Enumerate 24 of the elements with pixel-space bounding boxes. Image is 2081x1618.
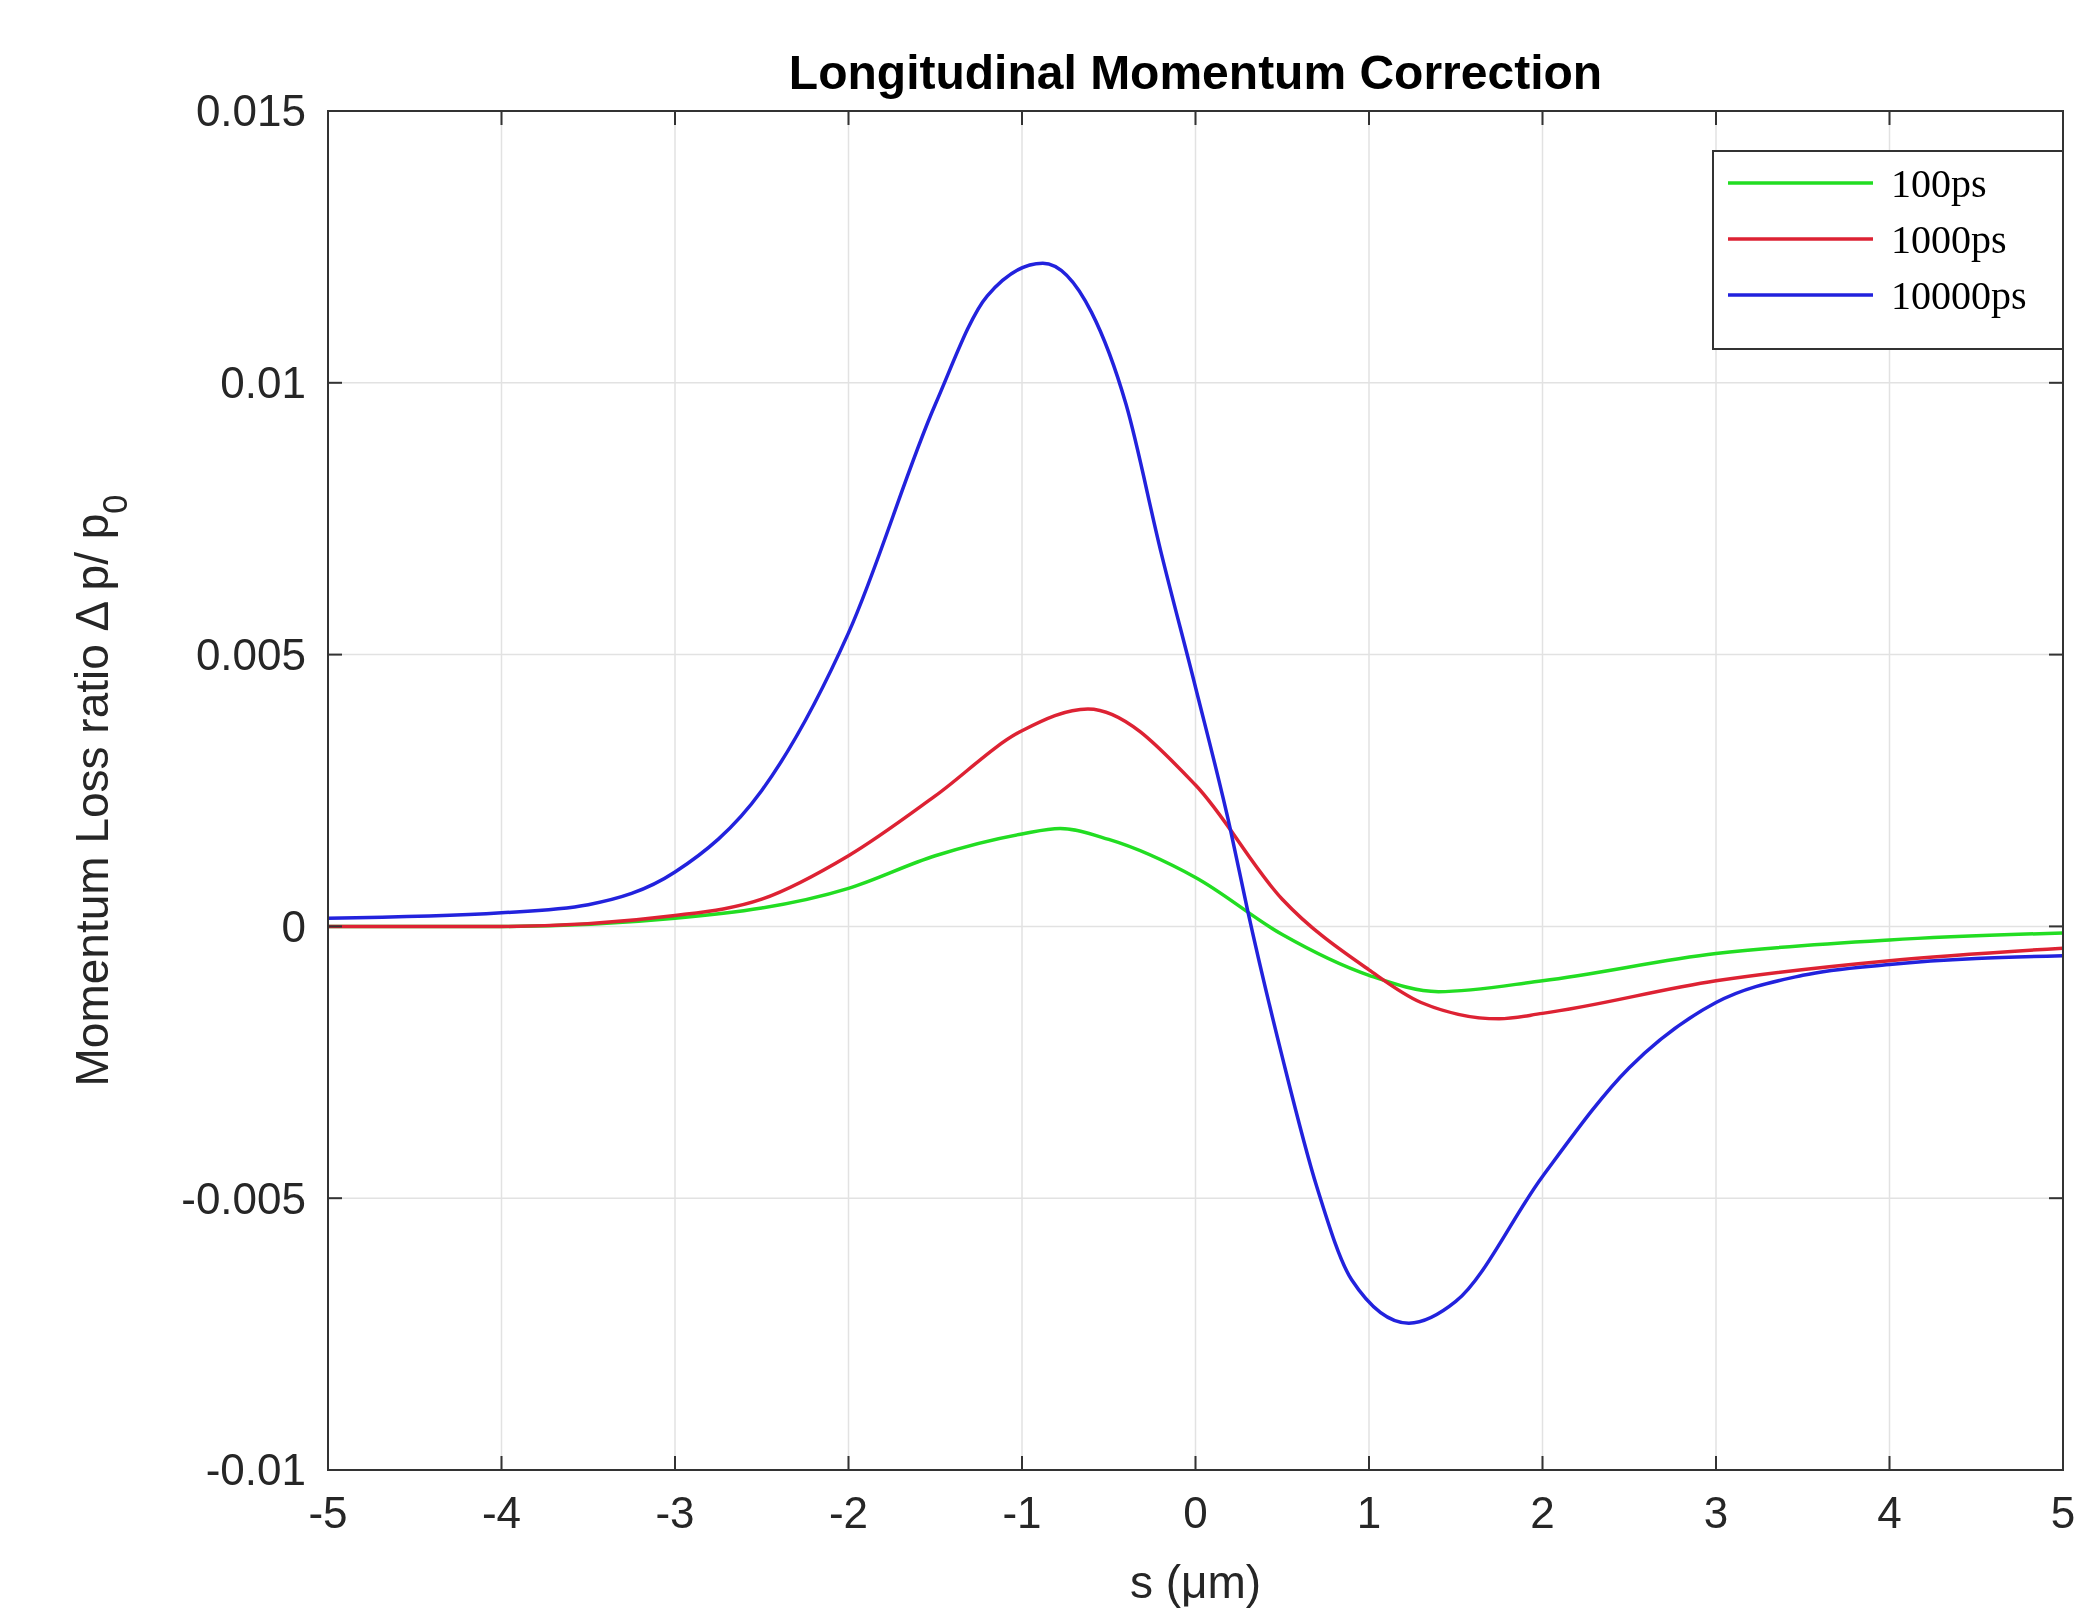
x-tick-label: -4	[481, 1488, 522, 1537]
legend-label: 10000ps	[1891, 273, 2027, 318]
legend-label: 1000ps	[1891, 217, 2007, 262]
y-tick-label: 0.01	[220, 358, 306, 408]
y-tick-label: 0.015	[195, 86, 306, 136]
line-series	[326, 261, 2065, 1325]
y-tick-label: -0.01	[205, 1445, 306, 1495]
line-series	[326, 707, 2065, 1021]
y-tick-label: 0	[281, 901, 306, 951]
x-tick-label: 3	[1703, 1488, 1729, 1537]
x-tick-label: 5	[2050, 1488, 2076, 1537]
x-tick-label: 4	[1877, 1488, 1902, 1537]
chart-title: Longitudinal Momentum Correction	[788, 46, 1603, 99]
y-tick-label: -0.005	[181, 1173, 306, 1223]
x-tick-label: 1	[1356, 1488, 1382, 1537]
x-tick-label: 0	[1183, 1488, 1208, 1537]
x-tick-label: -5	[308, 1488, 348, 1537]
x-tick-label: -1	[1002, 1488, 1042, 1537]
y-tick-label: 0.005	[195, 630, 306, 679]
x-tick-label: 2	[1530, 1488, 1555, 1537]
legend-label: 100ps	[1891, 161, 1987, 206]
x-tick-label: -2	[828, 1488, 869, 1537]
x-tick-label: -3	[655, 1488, 695, 1537]
x-axis-title: s (μm)	[1129, 1556, 1262, 1608]
